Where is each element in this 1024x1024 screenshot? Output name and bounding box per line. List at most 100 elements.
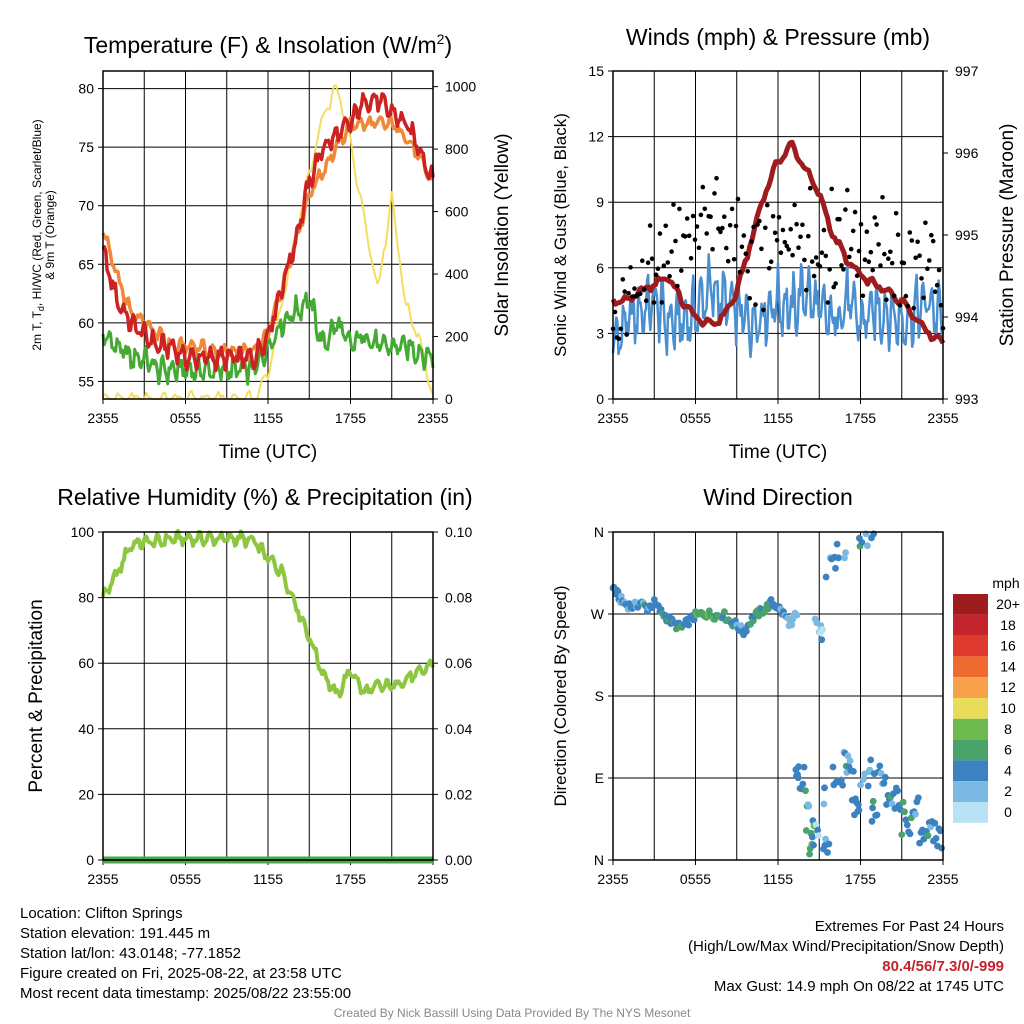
colorbar-label: 10 <box>1000 700 1016 716</box>
gust-point <box>786 247 791 252</box>
gust-point <box>679 268 684 273</box>
gust-point <box>622 289 627 294</box>
gust-point <box>911 305 916 311</box>
gust-point <box>852 209 858 215</box>
gust-point <box>930 238 936 244</box>
direction-ytick-label: N <box>594 524 604 540</box>
gust-point <box>934 282 940 288</box>
temp-ytick-right-label: 800 <box>445 141 469 157</box>
direction-point <box>822 835 829 843</box>
temp-9m-line <box>101 115 435 362</box>
colorbar-swatch <box>953 677 988 698</box>
winds-ytick-label: 15 <box>588 63 604 79</box>
temp-xtick-label: 0555 <box>170 410 201 426</box>
humidity-xtick-label: 2355 <box>87 871 118 887</box>
gust-point <box>813 255 819 260</box>
gust-point <box>804 287 809 293</box>
gust-point <box>889 260 895 266</box>
humidity-panel: 0 20 40 60 80 100 0.00 0.02 0.04 0.06 0.08 0.10 2355… <box>26 484 473 887</box>
direction-point <box>924 832 932 840</box>
gust-point <box>932 289 938 295</box>
gust-point <box>741 233 747 238</box>
gust-point <box>618 326 624 332</box>
gust-point <box>864 229 870 234</box>
direction-point <box>795 763 802 771</box>
gust-point <box>690 213 696 219</box>
colorbar-label: 12 <box>1000 679 1016 695</box>
direction-point <box>842 549 849 556</box>
gust-point <box>632 286 637 291</box>
gust-point <box>768 259 774 265</box>
dewpoint-line <box>101 291 435 386</box>
gust-point <box>749 239 754 244</box>
direction-point <box>767 596 775 603</box>
humidity-xtick-label: 1755 <box>335 871 366 887</box>
gust-point <box>848 246 854 252</box>
gust-point <box>850 228 856 234</box>
direction-point <box>829 763 837 771</box>
winds-ylabel-right: Station Pressure (Maroon) <box>997 124 1018 347</box>
direction-point <box>901 808 908 816</box>
direction-point <box>794 774 802 782</box>
gust-point <box>807 185 813 191</box>
direction-xtick-label: 2355 <box>597 871 628 887</box>
colorbar-label: 2 <box>1004 783 1012 799</box>
temp-ytick-right-label: 600 <box>445 204 469 220</box>
direction-point <box>883 801 890 808</box>
gust-point <box>907 230 913 235</box>
temp-xtick-label: 2355 <box>87 410 118 426</box>
gust-point <box>720 225 725 231</box>
winds-ytick-label: 0 <box>596 391 604 407</box>
temp-ytick-right-label: 400 <box>445 266 469 282</box>
temp-xtick-label: 2355 <box>417 410 448 426</box>
direction-point <box>898 831 906 838</box>
direction-point <box>805 802 813 810</box>
gust-point <box>698 212 704 218</box>
colorbar-swatch <box>953 739 988 761</box>
direction-ylabel: Direction (Colored By Speed) <box>551 585 570 806</box>
gust-point <box>700 184 706 190</box>
gust-point <box>620 277 626 282</box>
direction-frame <box>612 531 944 861</box>
colorbar-swatch <box>953 802 988 823</box>
gust-point <box>692 237 698 242</box>
temp-2m-line <box>101 92 435 373</box>
gust-point <box>677 206 682 212</box>
direction-point <box>821 784 828 792</box>
direction-ytick-label: S <box>595 688 604 704</box>
gust-point <box>761 307 766 313</box>
humidity-xtick-label: 1155 <box>253 871 283 887</box>
humidity-ytick-label: 100 <box>71 524 95 540</box>
humidity-ytick-label: 60 <box>78 655 94 671</box>
winds-ytick-right-label: 996 <box>955 145 979 161</box>
humidity-grid <box>103 532 433 860</box>
gust-point <box>645 260 651 266</box>
gust-point <box>671 202 676 207</box>
winds-ytick-right-label: 994 <box>955 309 979 325</box>
gust-point <box>872 215 877 220</box>
gust-point <box>837 216 842 222</box>
gust-point <box>847 254 852 260</box>
gust-point <box>897 302 903 308</box>
gust-point <box>819 250 825 255</box>
winds-ytick-right-label: 993 <box>955 391 979 407</box>
colorbar-swatch <box>953 760 988 782</box>
gust-point <box>712 191 717 196</box>
winds-title: Winds (mph) & Pressure (mb) <box>626 24 930 50</box>
gust-point <box>745 269 750 274</box>
gust-point <box>757 218 762 224</box>
colorbar-label: 18 <box>1000 617 1016 633</box>
direction-point <box>912 810 919 818</box>
gust-point <box>788 226 793 232</box>
direction-point <box>809 833 816 841</box>
direction-point <box>743 628 750 635</box>
gust-point <box>737 269 743 275</box>
direction-xtick-label: 1755 <box>845 871 876 887</box>
gust-point <box>860 293 866 299</box>
direction-point <box>906 830 914 838</box>
colorbar-swatch <box>953 614 988 636</box>
gust-point <box>688 255 694 261</box>
gust-point <box>817 264 823 269</box>
gust-point <box>798 234 803 240</box>
